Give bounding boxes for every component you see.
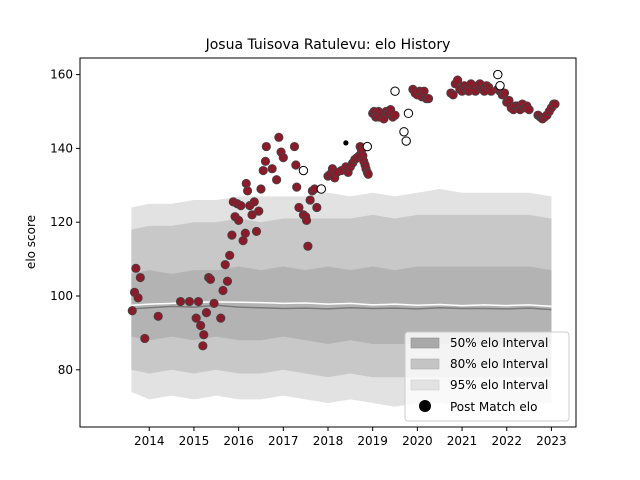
x-tick-label-4: 2018 [313,434,344,448]
data-point-filled-4 [135,272,145,283]
data-point-open-4 [399,127,409,137]
x-axis: 2014 2015 2016 2017 2018 2019 2020 2021 2022 2023 [134,427,567,448]
legend-swatch-95 [410,379,440,391]
median-line [131,304,552,311]
data-point-filled-12 [198,341,208,351]
data-point-filled-5 [140,333,150,344]
data-point-small-0 [343,140,349,146]
y-axis-label: elo score [24,215,38,269]
data-point-filled-7 [175,296,186,307]
data-point-filled-41 [267,164,277,174]
data-point-filled-20 [220,260,230,270]
data-point-filled-38 [258,165,268,176]
data-point-filled-10 [193,296,204,307]
x-tick-label-0: 2014 [134,434,165,448]
legend-frame [404,331,570,422]
legend-label-post-match: Post Match elo [450,400,537,414]
y-tick-label-3: 140 [50,141,73,155]
legend-swatch-50 [410,337,440,349]
data-point-filled-49 [294,202,304,213]
data-point-filled-0 [127,306,137,316]
data-point-filled-16 [205,274,216,284]
data-point-filled-28 [236,201,246,211]
y-tick-label-4: 160 [50,68,73,82]
data-point-filled-21 [222,276,233,286]
legend-label-80: 80% elo Interval [450,357,548,371]
data-point-open-8 [495,80,505,91]
data-point-filled-92 [390,110,400,120]
data-point-filled-18 [216,313,226,323]
data-point-open-0 [298,165,309,176]
data-point-filled-22 [225,250,235,261]
data-point-filled-48 [292,182,302,192]
data-point-filled-36 [254,206,264,216]
data-point-filled-13 [199,330,209,340]
data-point-filled-58 [241,178,251,189]
band-50 [131,266,552,344]
legend-label-95: 95% elo Interval [450,378,548,392]
y-tick-label-1: 100 [50,289,73,303]
data-point-filled-47 [291,160,301,170]
x-tick-label-5: 2019 [357,434,388,448]
data-point-filled-2 [131,263,141,273]
x-tick-label-6: 2020 [402,434,433,448]
legend-marker-post-match [419,400,431,412]
legend-label-50: 50% elo Interval [450,336,548,350]
x-tick-label-1: 2015 [179,434,210,448]
data-point-filled-134 [524,105,534,115]
data-point-filled-52 [301,215,312,225]
data-point-open-6 [403,108,414,119]
data-point-filled-46 [289,141,300,152]
data-point-open-3 [390,86,400,96]
data-point-open-5 [401,136,411,146]
match-points [127,69,560,351]
data-point-filled-8 [184,296,195,307]
data-point-filled-31 [242,186,253,196]
data-point-filled-37 [256,184,266,194]
x-tick-label-2: 2016 [223,434,254,448]
data-point-filled-9 [191,313,201,323]
data-point-filled-11 [196,320,206,331]
data-point-filled-35 [251,226,262,237]
data-point-filled-143 [550,99,560,109]
y-tick-label-2: 120 [50,215,73,229]
y-tick-label-0: 80 [58,363,73,377]
data-point-filled-53 [303,241,313,251]
legend-swatch-80 [410,358,440,370]
data-point-filled-79 [363,169,373,179]
x-tick-label-3: 2017 [268,434,299,448]
data-point-filled-34 [249,197,259,207]
data-point-filled-40 [261,141,271,152]
data-point-open-1 [316,184,326,194]
data-point-filled-54 [305,195,315,205]
data-point-open-2 [362,141,373,152]
chart-title: Josua Tuisova Ratulevu: elo History [205,37,451,53]
data-point-filled-42 [272,175,282,185]
data-point-filled-43 [274,132,284,142]
data-point-filled-104 [452,75,463,85]
data-point-filled-57 [312,202,322,213]
data-point-filled-39 [260,156,271,166]
x-tick-label-9: 2023 [536,434,567,448]
data-point-open-7 [493,69,503,80]
data-point-filled-17 [209,298,219,308]
x-tick-label-7: 2021 [447,434,478,448]
data-point-filled-30 [240,228,250,238]
y-axis: 80 100 120 140 160 [50,68,80,377]
data-point-filled-14 [201,308,212,318]
data-point-filled-45 [278,153,288,163]
legend: 50% elo Interval 80% elo Interval 95% el… [404,331,570,422]
data-point-filled-100 [423,93,434,104]
data-point-filled-6 [153,311,163,321]
data-point-filled-23 [227,230,237,240]
data-point-filled-102 [448,90,458,100]
data-point-filled-123 [499,88,510,98]
data-point-filled-19 [218,285,228,296]
data-point-filled-27 [234,215,244,225]
data-point-filled-3 [133,293,143,303]
x-tick-label-8: 2022 [491,434,522,448]
